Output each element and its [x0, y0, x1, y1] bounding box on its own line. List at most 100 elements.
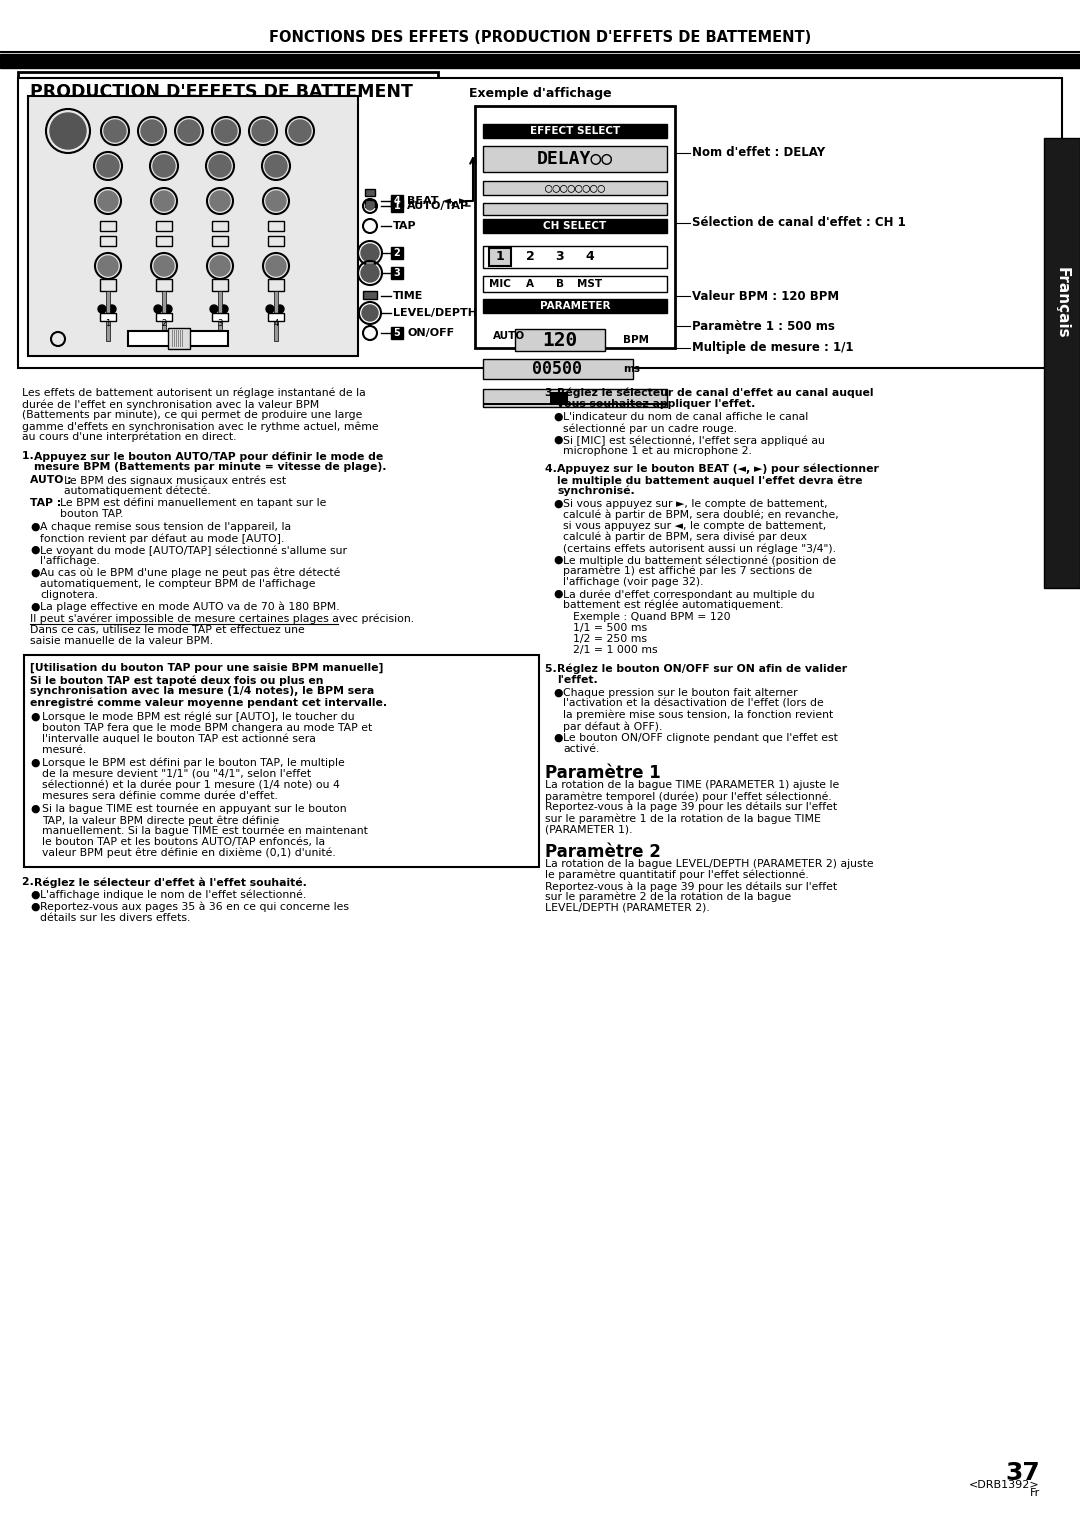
Text: Si [MIC] est sélectionné, l'effet sera appliqué au: Si [MIC] est sélectionné, l'effet sera a… [563, 435, 825, 446]
Circle shape [104, 121, 126, 142]
Bar [550, 393, 568, 403]
Text: 1: 1 [393, 202, 401, 211]
Text: ●: ● [30, 758, 40, 769]
Circle shape [210, 306, 218, 313]
Text: Appuyez sur le bouton BEAT (◄, ►) pour sélectionner: Appuyez sur le bouton BEAT (◄, ►) pour s… [557, 465, 879, 475]
Text: ●: ● [30, 602, 40, 613]
Text: Il peut s'avérer impossible de mesure certaines plages avec précision.: Il peut s'avérer impossible de mesure ce… [30, 614, 414, 625]
Text: le paramètre quantitatif pour l'effet sélectionné.: le paramètre quantitatif pour l'effet sé… [545, 869, 809, 880]
Text: Dans ce cas, utilisez le mode TAP et effectuez une: Dans ce cas, utilisez le mode TAP et eff… [30, 625, 305, 636]
Text: vous souhaitez appliquer l'effet.: vous souhaitez appliquer l'effet. [557, 399, 755, 410]
Text: mesure BPM (Battements par minute = vitesse de plage).: mesure BPM (Battements par minute = vite… [33, 461, 387, 472]
Circle shape [164, 306, 172, 313]
Circle shape [366, 202, 374, 209]
Text: Fr: Fr [1029, 1488, 1040, 1497]
Bar [18, 72, 438, 112]
Bar [18, 78, 1062, 368]
Text: AUTO: AUTO [492, 332, 525, 341]
Text: Réglez le sélecteur de canal d'effet au canal auquel: Réglez le sélecteur de canal d'effet au … [557, 388, 874, 399]
Circle shape [361, 244, 379, 261]
Text: PARAMETER: PARAMETER [540, 301, 610, 312]
Text: TAP, la valeur BPM directe peut être définie: TAP, la valeur BPM directe peut être déf… [42, 814, 280, 825]
Text: 4: 4 [273, 319, 279, 329]
Text: CH SELECT: CH SELECT [543, 222, 607, 231]
Bar [129, 332, 228, 345]
Text: Reportez-vous aux pages 35 à 36 en ce qui concerne les: Reportez-vous aux pages 35 à 36 en ce qu… [40, 902, 349, 912]
Bar [268, 222, 284, 231]
Circle shape [97, 154, 119, 177]
Bar [274, 290, 278, 341]
Bar [0, 53, 1080, 69]
Bar [212, 313, 228, 321]
Text: LEVEL/DEPTH: LEVEL/DEPTH [393, 309, 477, 318]
Text: ●: ● [30, 889, 40, 900]
Text: <DRB1392>: <DRB1392> [970, 1481, 1040, 1490]
Text: Exemple : Quand BPM = 120: Exemple : Quand BPM = 120 [573, 613, 731, 622]
Text: si vous appuyez sur ◄, le compte de battement,: si vous appuyez sur ◄, le compte de batt… [563, 521, 826, 532]
Text: paramètre 1) est affiché par les 7 sections de: paramètre 1) est affiché par les 7 secti… [563, 565, 812, 576]
Text: automatiquement détecté.: automatiquement détecté. [64, 486, 211, 497]
Bar [483, 180, 667, 196]
Text: par défaut à OFF).: par défaut à OFF). [563, 721, 662, 732]
Text: détails sur les divers effets.: détails sur les divers effets. [40, 914, 190, 923]
Circle shape [154, 306, 162, 313]
Text: bouton TAP.: bouton TAP. [60, 509, 123, 520]
Bar [391, 248, 403, 260]
Text: calculé à partir de BPM, sera divisé par deux: calculé à partir de BPM, sera divisé par… [563, 532, 807, 542]
Text: la première mise sous tension, la fonction revient: la première mise sous tension, la foncti… [563, 711, 834, 721]
Text: Le voyant du mode [AUTO/TAP] sélectionné s'allume sur: Le voyant du mode [AUTO/TAP] sélectionné… [40, 545, 347, 556]
Bar [483, 124, 667, 138]
Text: gamme d'effets en synchronisation avec le rythme actuel, même: gamme d'effets en synchronisation avec l… [22, 422, 379, 431]
Text: 4.: 4. [545, 465, 561, 474]
Text: La durée d'effet correspondant au multiple du: La durée d'effet correspondant au multip… [563, 588, 814, 599]
Text: microphone 1 et au microphone 2.: microphone 1 et au microphone 2. [563, 446, 752, 455]
Bar [483, 359, 633, 379]
Bar [212, 222, 228, 231]
Text: ●: ● [553, 733, 563, 743]
Text: MIC: MIC [489, 280, 511, 289]
Text: 2: 2 [393, 248, 401, 258]
Circle shape [265, 154, 287, 177]
Text: saisie manuelle de la valeur BPM.: saisie manuelle de la valeur BPM. [30, 636, 213, 646]
Bar [515, 329, 605, 351]
Text: Le BPM des signaux musicaux entrés est: Le BPM des signaux musicaux entrés est [64, 475, 286, 486]
Text: Appuyez sur le bouton AUTO/TAP pour définir le mode de: Appuyez sur le bouton AUTO/TAP pour défi… [33, 451, 383, 461]
Text: (certains effets autorisent aussi un réglage "3/4").: (certains effets autorisent aussi un rég… [563, 542, 836, 553]
Text: Multiple de mesure : 1/1: Multiple de mesure : 1/1 [692, 341, 853, 354]
Text: battement est réglée automatiquement.: battement est réglée automatiquement. [563, 601, 783, 611]
Circle shape [289, 121, 311, 142]
Circle shape [266, 306, 274, 313]
Text: L'affichage indique le nom de l'effet sélectionné.: L'affichage indique le nom de l'effet sé… [40, 889, 307, 900]
Text: l'activation et la désactivation de l'effet (lors de: l'activation et la désactivation de l'ef… [563, 698, 824, 709]
Text: l'intervalle auquel le bouton TAP est actionné sera: l'intervalle auquel le bouton TAP est ac… [42, 733, 315, 744]
Text: 3: 3 [217, 319, 222, 329]
Text: [Utilisation du bouton TAP pour une saisie BPM manuelle]: [Utilisation du bouton TAP pour une sais… [30, 663, 383, 674]
Text: BPM: BPM [623, 335, 649, 345]
Text: Sélection de canal d'effet : CH 1: Sélection de canal d'effet : CH 1 [692, 217, 906, 229]
Text: 1: 1 [496, 251, 504, 263]
Text: DELAY○○: DELAY○○ [537, 150, 613, 168]
Bar [475, 105, 675, 348]
Text: Exemple d'affichage: Exemple d'affichage [469, 87, 611, 101]
Text: automatiquement, le compteur BPM de l'affichage: automatiquement, le compteur BPM de l'af… [40, 579, 315, 588]
Text: Lorsque le BPM est défini par le bouton TAP, le multiple: Lorsque le BPM est défini par le bouton … [42, 758, 345, 769]
Text: le bouton TAP et les boutons AUTO/TAP enfoncés, la: le bouton TAP et les boutons AUTO/TAP en… [42, 837, 325, 847]
Bar [212, 280, 228, 290]
Text: Si la bague TIME est tournée en appuyant sur le bouton: Si la bague TIME est tournée en appuyant… [42, 804, 347, 814]
Bar [106, 290, 110, 341]
Text: ON/OFF: ON/OFF [407, 329, 454, 338]
Text: ●: ● [553, 435, 563, 445]
Text: l'affichage.: l'affichage. [40, 556, 99, 565]
Text: mesures sera définie comme durée d'effet.: mesures sera définie comme durée d'effet… [42, 792, 278, 801]
Text: 3: 3 [393, 267, 401, 278]
Bar [391, 267, 403, 280]
Bar [100, 280, 116, 290]
Text: synchronisé.: synchronisé. [557, 486, 635, 497]
Text: Le BPM est défini manuellement en tapant sur le: Le BPM est défini manuellement en tapant… [60, 498, 326, 509]
Text: La rotation de la bague LEVEL/DEPTH (PARAMETER 2) ajuste: La rotation de la bague LEVEL/DEPTH (PAR… [545, 859, 874, 869]
Text: BEAT ◄, ►: BEAT ◄, ► [407, 196, 468, 206]
Text: ●: ● [30, 568, 40, 578]
Text: Au cas où le BPM d'une plage ne peut pas être détecté: Au cas où le BPM d'une plage ne peut pas… [40, 568, 340, 579]
Text: 1: 1 [106, 319, 110, 329]
Circle shape [361, 264, 379, 283]
